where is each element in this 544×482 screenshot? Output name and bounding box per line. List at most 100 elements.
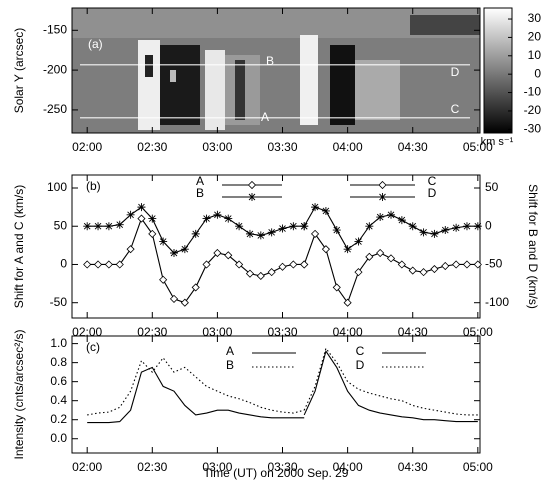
point-marker xyxy=(289,222,298,231)
point-marker xyxy=(408,222,417,231)
y-axis-label: Intensity (cnts/arcsec²/s) xyxy=(12,329,26,459)
series-line xyxy=(303,232,478,304)
map-patch xyxy=(410,15,480,35)
y-axis-label: Shift for A and C (km/s) xyxy=(12,185,26,308)
point-marker xyxy=(148,229,157,238)
colorbar-tick-label: 20 xyxy=(528,30,542,44)
legend-label: B xyxy=(226,358,234,372)
point-marker xyxy=(397,260,406,269)
point-marker xyxy=(248,193,256,201)
point-marker xyxy=(169,294,179,303)
point-marker xyxy=(278,262,287,271)
point-marker xyxy=(137,203,146,212)
point-marker xyxy=(300,222,309,231)
y-tick-label: 1.0 xyxy=(50,336,67,350)
x-tick-label: 05:00 xyxy=(463,140,493,154)
point-marker xyxy=(462,222,471,231)
point-marker xyxy=(224,251,233,260)
map-annotation: C xyxy=(451,102,460,116)
map-patch xyxy=(330,45,355,125)
colorbar-label: km s⁻¹ xyxy=(481,136,514,148)
point-marker xyxy=(180,298,189,307)
point-marker xyxy=(365,252,374,261)
point-marker xyxy=(473,222,482,231)
point-marker xyxy=(452,223,461,232)
x-tick-label: 02:30 xyxy=(137,140,167,154)
y-tick-label: -150 xyxy=(43,22,67,36)
x-tick-label: 02:00 xyxy=(72,460,102,474)
point-marker xyxy=(321,245,330,254)
point-marker xyxy=(159,275,168,284)
colorbar-tick-label: 10 xyxy=(528,48,542,62)
y2-tick-label: 50 xyxy=(485,180,499,194)
x-tick-label: 03:30 xyxy=(267,140,297,154)
y-tick-label: 0.6 xyxy=(50,374,67,388)
map-annotation: B xyxy=(266,54,274,68)
map-patch xyxy=(235,60,245,120)
plot-frame xyxy=(71,174,481,319)
map-patch xyxy=(80,64,470,66)
point-marker xyxy=(213,248,222,258)
velocity-map xyxy=(72,8,480,133)
panel-label: (a) xyxy=(88,37,103,51)
point-marker xyxy=(387,210,396,219)
panel-label: (c) xyxy=(86,340,100,354)
point-marker xyxy=(430,264,439,274)
x-tick-label: 05:00 xyxy=(463,460,493,474)
y2-tick-label: -50 xyxy=(485,257,503,271)
point-marker xyxy=(104,222,113,231)
x-tick-label: 04:00 xyxy=(333,140,363,154)
colorbar-tick-label: 30 xyxy=(528,11,542,25)
point-marker xyxy=(376,213,385,222)
colorbar-tick-label: 0 xyxy=(534,66,541,80)
point-marker xyxy=(378,180,387,190)
point-marker xyxy=(311,203,320,212)
y-tick-label: 0.8 xyxy=(50,355,67,369)
point-marker xyxy=(278,224,287,233)
point-marker xyxy=(343,245,352,254)
colorbar xyxy=(483,7,513,134)
x-tick-label: 03:00 xyxy=(202,140,232,154)
point-marker xyxy=(148,214,157,223)
point-marker xyxy=(289,260,298,269)
x-tick-label: 03:00 xyxy=(202,460,232,474)
point-marker xyxy=(137,214,146,223)
series-line xyxy=(303,349,478,423)
point-marker xyxy=(126,210,135,219)
legend-label: D xyxy=(428,186,437,200)
point-marker xyxy=(256,231,265,240)
point-marker xyxy=(408,266,417,275)
point-marker xyxy=(235,260,244,269)
legend-label: A xyxy=(226,344,234,358)
point-marker xyxy=(115,260,124,269)
point-marker xyxy=(419,268,428,277)
legend-label: C xyxy=(428,174,437,188)
point-marker xyxy=(365,222,374,231)
point-marker xyxy=(191,229,200,238)
point-marker xyxy=(126,245,135,254)
point-marker xyxy=(419,228,428,237)
map-patch xyxy=(145,55,153,77)
point-marker xyxy=(310,229,320,238)
point-marker xyxy=(83,260,92,269)
legend-label: A xyxy=(196,174,204,188)
point-marker xyxy=(256,271,265,281)
point-marker xyxy=(473,260,482,269)
y2-tick-label: 0 xyxy=(485,218,492,232)
x-tick-label: 03:30 xyxy=(267,460,297,474)
y2-tick-label: -100 xyxy=(485,295,509,309)
x-tick-label: 02:30 xyxy=(137,460,167,474)
point-marker xyxy=(441,226,450,235)
y-tick-label: 50 xyxy=(54,218,68,232)
y-tick-label: -200 xyxy=(43,62,67,76)
y-tick-label: 0.4 xyxy=(50,393,67,407)
point-marker xyxy=(343,298,352,307)
point-marker xyxy=(267,268,276,277)
point-marker xyxy=(441,261,450,271)
point-marker xyxy=(115,220,124,229)
map-annotation: A xyxy=(261,110,269,124)
point-marker xyxy=(180,245,189,254)
point-marker xyxy=(93,260,103,269)
map-patch xyxy=(355,60,400,120)
